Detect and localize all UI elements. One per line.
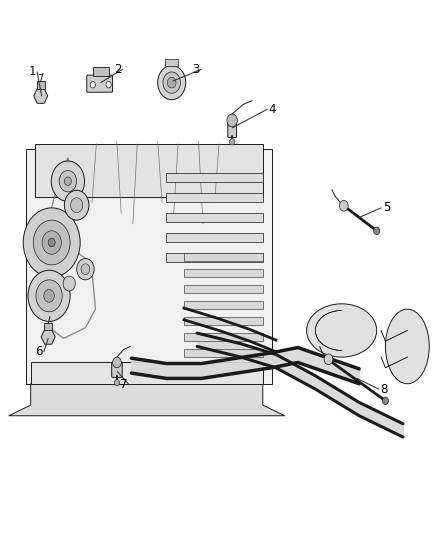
FancyBboxPatch shape	[166, 253, 263, 262]
Bar	[184, 349, 263, 357]
Bar	[184, 253, 263, 261]
Text: 5: 5	[383, 201, 390, 214]
Circle shape	[44, 289, 54, 302]
FancyBboxPatch shape	[112, 362, 122, 377]
Circle shape	[51, 161, 85, 201]
FancyBboxPatch shape	[166, 232, 263, 242]
Circle shape	[227, 114, 237, 127]
FancyBboxPatch shape	[44, 323, 52, 330]
Circle shape	[90, 82, 95, 88]
Circle shape	[77, 259, 94, 280]
Circle shape	[36, 280, 62, 312]
Polygon shape	[9, 384, 285, 416]
Circle shape	[324, 354, 333, 365]
Circle shape	[114, 379, 120, 386]
Polygon shape	[35, 144, 263, 197]
Circle shape	[64, 177, 71, 185]
Circle shape	[23, 208, 80, 277]
FancyBboxPatch shape	[37, 81, 45, 89]
FancyBboxPatch shape	[93, 67, 109, 76]
Circle shape	[374, 227, 380, 235]
Ellipse shape	[307, 304, 377, 357]
Bar	[184, 317, 263, 325]
FancyBboxPatch shape	[166, 213, 263, 222]
Bar	[184, 269, 263, 277]
Circle shape	[59, 171, 77, 192]
Circle shape	[42, 231, 61, 254]
Circle shape	[64, 190, 89, 220]
Text: 3: 3	[193, 63, 200, 76]
Text: 7: 7	[120, 378, 128, 391]
Circle shape	[113, 357, 121, 368]
Text: 8: 8	[381, 383, 388, 395]
Circle shape	[71, 198, 83, 213]
FancyBboxPatch shape	[87, 75, 113, 92]
Circle shape	[158, 66, 186, 100]
Circle shape	[382, 397, 389, 405]
Circle shape	[106, 82, 111, 88]
Circle shape	[167, 77, 176, 88]
FancyBboxPatch shape	[228, 120, 237, 138]
Bar	[184, 301, 263, 309]
Circle shape	[48, 238, 55, 247]
Bar	[184, 333, 263, 341]
Bar	[184, 285, 263, 293]
Text: 4: 4	[268, 103, 276, 116]
Circle shape	[33, 220, 70, 265]
Circle shape	[81, 264, 90, 274]
Polygon shape	[26, 149, 272, 384]
Text: 2: 2	[113, 63, 121, 76]
Ellipse shape	[385, 309, 429, 384]
Circle shape	[339, 200, 348, 211]
FancyBboxPatch shape	[166, 173, 263, 182]
Circle shape	[163, 72, 180, 93]
Circle shape	[230, 139, 235, 145]
Text: 6: 6	[35, 345, 42, 358]
FancyBboxPatch shape	[165, 59, 178, 66]
FancyBboxPatch shape	[166, 192, 263, 202]
Text: 1: 1	[28, 66, 36, 78]
Circle shape	[63, 276, 75, 291]
Polygon shape	[31, 362, 263, 384]
Circle shape	[28, 270, 70, 321]
